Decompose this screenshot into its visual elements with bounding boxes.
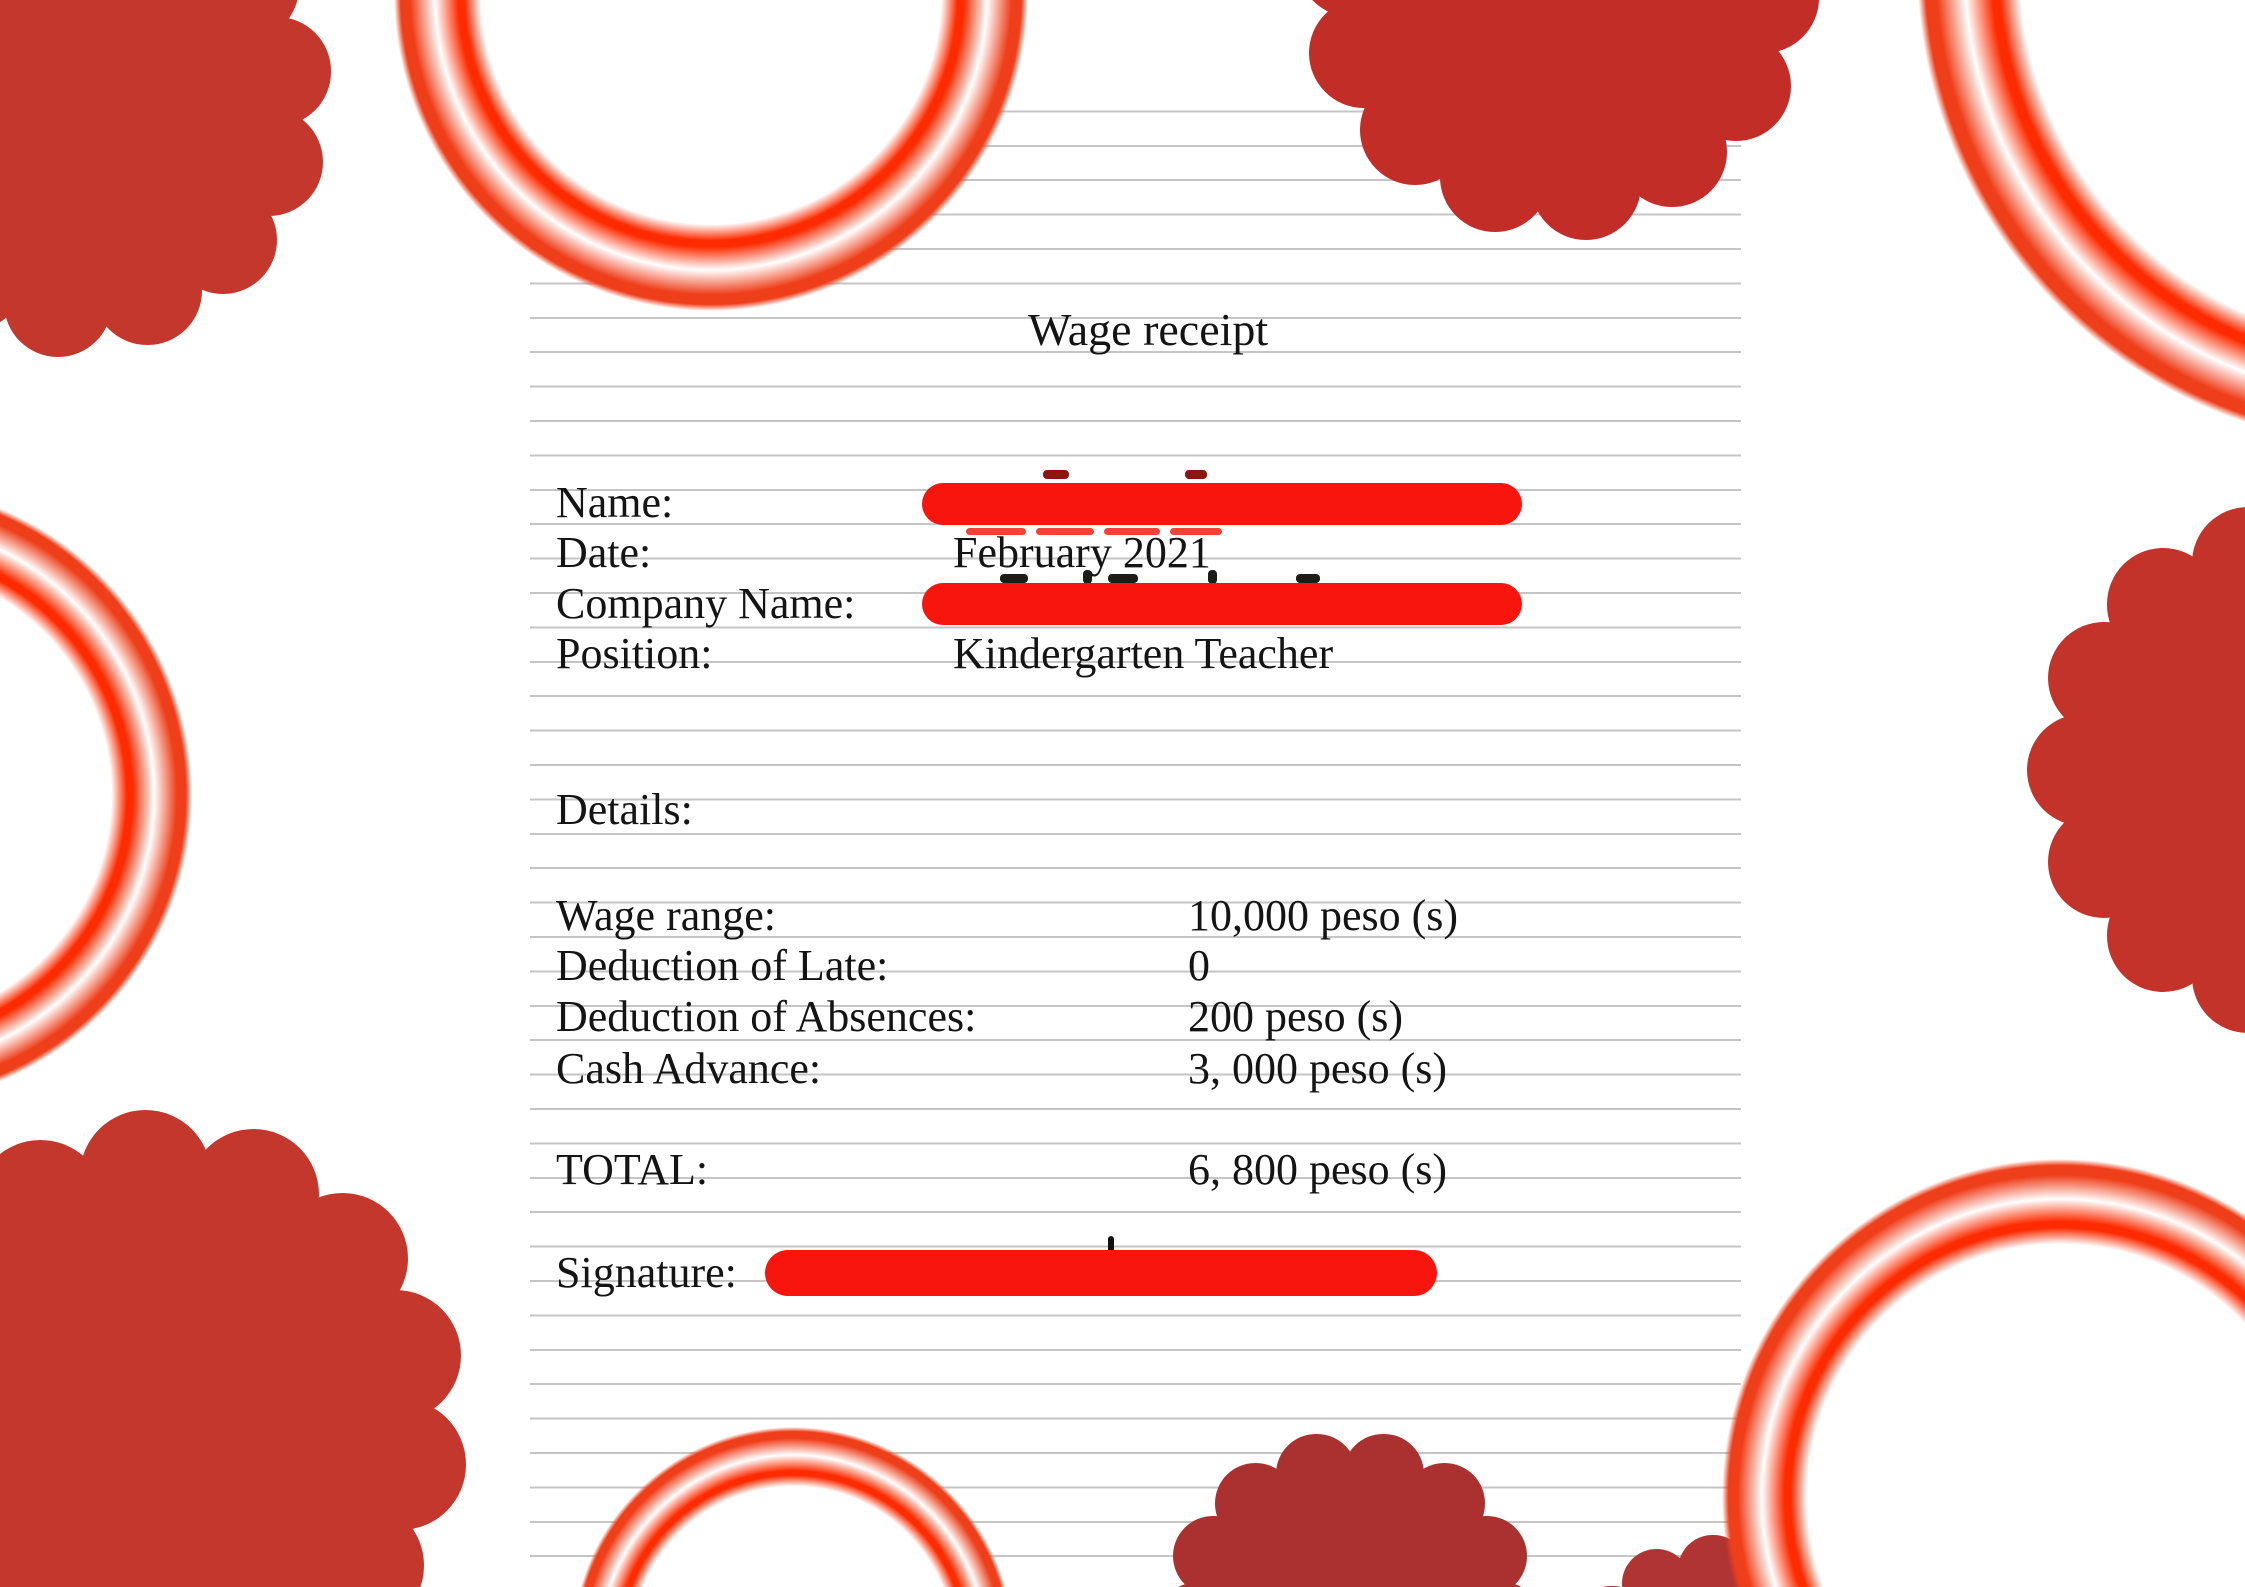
- redacted-name-residue: [1036, 528, 1094, 535]
- company-name-label: Company Name:: [556, 579, 856, 628]
- wage-range-label: Wage range:: [556, 891, 776, 940]
- cash-advance-value: 3, 000 peso (s): [1188, 1044, 1448, 1093]
- deduction-late-value: 0: [1188, 941, 1210, 990]
- document-title: Wage receipt: [1028, 304, 1269, 355]
- cash-advance-label: Cash Advance:: [556, 1044, 822, 1093]
- scalloped-flower-shape: [0, 1110, 470, 1587]
- ruled-paper-lines: [530, 78, 1741, 1576]
- flower-petal-bump: [1446, 1515, 1527, 1587]
- deduction-late-label: Deduction of Late:: [556, 941, 889, 990]
- flower-petal-bump: [1577, 1585, 1647, 1587]
- gradient-ring-shape: [1917, 0, 2245, 448]
- redacted-name-residue: [1104, 528, 1160, 535]
- name-redaction-bar: [922, 483, 1522, 525]
- redacted-company-fragment: [1000, 574, 1028, 583]
- position-value: Kindergarten Teacher: [953, 629, 1334, 678]
- redacted-name-fragment: [1185, 470, 1207, 479]
- flower-petal-bump: [329, 1289, 461, 1421]
- gradient-ring-shape: [0, 485, 192, 1105]
- flower-petal-bump: [2047, 805, 2161, 919]
- deduction-absences-label: Deduction of Absences:: [556, 992, 977, 1041]
- flower-petal-bump: [2027, 713, 2140, 827]
- flower-petal-bump: [1531, 130, 1642, 241]
- redacted-company-fragment: [1083, 570, 1092, 584]
- signature-stroke-fragment: [1108, 1236, 1114, 1256]
- date-label: Date:: [556, 528, 652, 577]
- position-label: Position:: [556, 629, 713, 678]
- redacted-name-fragment: [1043, 470, 1069, 479]
- flower-petal-bump: [93, 236, 202, 345]
- flower-petal-bump: [80, 1110, 212, 1242]
- scalloped-flower-shape: [1296, 0, 1820, 242]
- details-heading: Details:: [556, 785, 693, 834]
- wage-range-value: 10,000 peso (s): [1188, 891, 1459, 940]
- redacted-company-fragment: [1108, 574, 1138, 583]
- total-label: TOTAL:: [556, 1145, 709, 1194]
- deduction-absences-value: 200 peso (s): [1188, 992, 1404, 1041]
- total-value: 6, 800 peso (s): [1188, 1145, 1448, 1194]
- signature-redaction-bar: [765, 1250, 1437, 1296]
- signature-label: Signature:: [556, 1248, 737, 1297]
- company-redaction-bar: [922, 583, 1522, 625]
- redacted-name-residue: [1170, 528, 1222, 535]
- scalloped-flower-shape: [0, 0, 333, 358]
- scalloped-flower-shape: [2027, 502, 2245, 1038]
- date-value: February 2021: [953, 528, 1211, 577]
- redacted-name-residue: [966, 528, 1026, 535]
- name-label: Name:: [556, 478, 674, 527]
- redacted-company-fragment: [1208, 570, 1217, 584]
- gradient-ring-shape: [1722, 1159, 2245, 1587]
- flower-petal-bump: [1275, 1433, 1357, 1515]
- scalloped-flower-shape: [1158, 1430, 1542, 1587]
- redacted-company-fragment: [1296, 574, 1320, 583]
- flower-petal-bump: [0, 1583, 128, 1587]
- flower-petal-bump: [1309, 0, 1420, 109]
